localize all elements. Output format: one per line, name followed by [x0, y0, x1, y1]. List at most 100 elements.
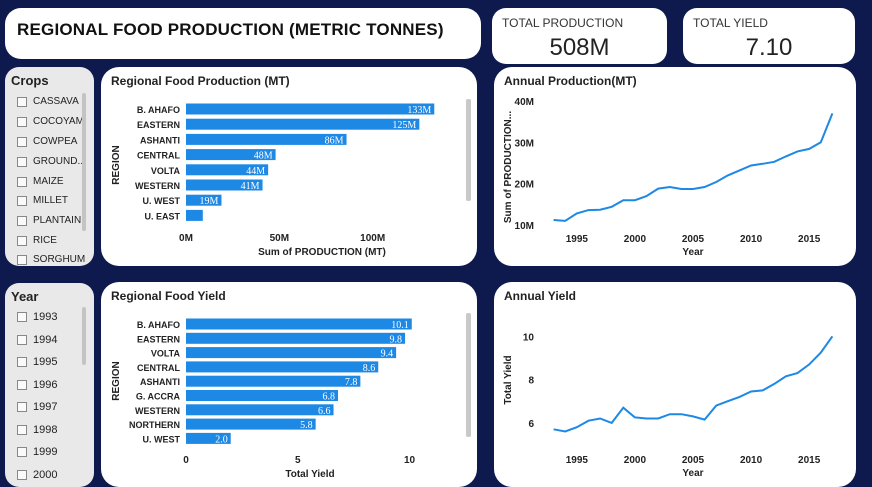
bar: [186, 432, 231, 444]
checkbox-icon[interactable]: [17, 380, 27, 390]
chart-scrollbar: [466, 99, 471, 201]
checkbox-icon[interactable]: [17, 254, 27, 265]
data-label: 19M: [200, 196, 219, 207]
checkbox-icon[interactable]: [17, 447, 27, 457]
checkbox-icon[interactable]: [17, 470, 27, 480]
year-option-1998[interactable]: 1998: [17, 424, 57, 436]
series-line: [553, 335, 834, 433]
crop-option-rice[interactable]: RICE: [17, 235, 57, 246]
data-label: 9.8: [390, 334, 403, 345]
annual-production-chart: 10M 20M 30M 40M 1995 2000 2005 2010 2015 Year Sum …: [503, 97, 834, 258]
year-option-1996[interactable]: 1996: [17, 379, 57, 391]
year-scrollbar[interactable]: [82, 307, 86, 365]
checkbox-icon[interactable]: [17, 335, 27, 345]
category-label: B. AHAFO: [137, 105, 180, 115]
x-tick-label: 2015: [798, 455, 821, 466]
y-axis-title: Total Yield: [503, 355, 514, 404]
x-tick-label: 2005: [682, 234, 705, 245]
crop-option-maize[interactable]: MAIZE: [17, 176, 64, 187]
year-slicer-title: Year: [11, 289, 39, 304]
data-label: 9.4: [381, 349, 394, 360]
checkbox-icon[interactable]: [17, 176, 27, 187]
bar: [186, 375, 361, 387]
crop-option-cowpea[interactable]: COWPEA: [17, 136, 77, 147]
data-label: 125M: [392, 120, 416, 131]
checkbox-icon[interactable]: [17, 235, 27, 246]
bar: [186, 133, 347, 145]
x-tick-label: 1995: [566, 234, 589, 245]
x-tick-label: 2010: [740, 234, 763, 245]
x-axis-title: Year: [682, 468, 703, 479]
y-tick-label: 10: [523, 332, 535, 343]
crops-scrollbar[interactable]: [82, 93, 86, 231]
regional-production-chart: B. AHAFO 133M EASTERN 125M ASHANTI 86M CENTRAL…: [111, 99, 471, 258]
bar: [186, 418, 316, 430]
total-yield-card: TOTAL YIELD 7.10: [683, 8, 855, 64]
x-tick-label: 2000: [624, 455, 647, 466]
year-option-1994[interactable]: 1994: [17, 334, 57, 346]
x-tick-label: 10: [404, 455, 416, 466]
checkbox-icon[interactable]: [17, 402, 27, 412]
y-axis-title: REGION: [111, 361, 122, 400]
category-label: CENTRAL: [137, 151, 180, 161]
category-label: EASTERN: [137, 334, 180, 344]
total-production-value: 508M: [549, 34, 610, 61]
data-label: 6.6: [318, 406, 331, 417]
checkbox-icon[interactable]: [17, 116, 27, 127]
category-label: U. WEST: [143, 434, 181, 444]
checkbox-icon[interactable]: [17, 156, 27, 167]
category-label: G. ACCRA: [136, 392, 181, 402]
x-tick-label: 0: [183, 455, 189, 466]
year-option-1999[interactable]: 1999: [17, 446, 57, 458]
data-label: 48M: [254, 151, 273, 162]
checkbox-icon[interactable]: [17, 195, 27, 206]
year-option-2000[interactable]: 2000: [17, 469, 57, 481]
checkbox-icon[interactable]: [17, 357, 27, 367]
bar: [186, 390, 338, 401]
y-tick-label: 30M: [515, 138, 534, 149]
data-label: 133M: [407, 105, 431, 116]
chart-title: Regional Food Production (MT): [111, 74, 290, 88]
bar: [186, 332, 406, 344]
category-label: VOLTA: [151, 166, 181, 176]
crop-option-sorghum[interactable]: SORGHUM: [17, 254, 85, 265]
y-tick-label: 40M: [515, 97, 534, 108]
data-label: 2.0: [215, 434, 228, 445]
x-tick-label: 2010: [740, 455, 763, 466]
category-label: CENTRAL: [137, 363, 180, 373]
chart-scrollbar: [466, 313, 471, 437]
data-label: 10.1: [391, 320, 409, 331]
bar: [186, 209, 203, 221]
category-label: ASHANTI: [140, 377, 180, 387]
regional-production-visual: Regional Food Production (MT) B. AHAFO 13…: [101, 67, 477, 266]
x-axis-title: Sum of PRODUCTION (MT): [258, 247, 386, 258]
y-tick-label: 6: [528, 419, 534, 430]
x-tick-label: 50M: [270, 233, 289, 244]
crop-option-cassava[interactable]: CASSAVA: [17, 96, 79, 107]
x-tick-label: 5: [295, 455, 301, 466]
year-option-1993[interactable]: 1993: [17, 311, 57, 323]
checkbox-icon[interactable]: [17, 312, 27, 322]
data-label: 41M: [241, 181, 260, 192]
checkbox-icon[interactable]: [17, 215, 27, 226]
year-slicer: Year 1993 1994 1995 1996 1997 1998 1999 …: [5, 283, 94, 487]
crop-option-millet[interactable]: MILLET: [17, 195, 68, 206]
category-label: B. AHAFO: [137, 320, 180, 330]
annual-yield-visual: Annual Yield 6 8 10 1995 2000 2005 2010 2015 Yea…: [494, 282, 856, 487]
crop-option-groundnut[interactable]: GROUND...: [17, 156, 86, 167]
crops-slicer: Crops CASSAVA COCOYAM COWPEA GROUND... M…: [5, 67, 94, 266]
year-option-1995[interactable]: 1995: [17, 356, 57, 368]
year-option-1997[interactable]: 1997: [17, 401, 57, 413]
chart-title: Regional Food Yield: [111, 289, 226, 303]
checkbox-icon[interactable]: [17, 96, 27, 107]
crop-option-plantain[interactable]: PLANTAIN: [17, 215, 81, 226]
y-tick-label: 10M: [515, 221, 534, 232]
regional-yield-visual: Regional Food Yield B. AHAFO 10.1 EASTERN 9…: [101, 282, 477, 487]
dashboard-title-card: REGIONAL FOOD PRODUCTION (METRIC TONNES): [5, 8, 481, 59]
crop-option-cocoyam[interactable]: COCOYAM: [17, 116, 84, 127]
bar: [186, 118, 420, 130]
checkbox-icon[interactable]: [17, 425, 27, 435]
checkbox-icon[interactable]: [17, 136, 27, 147]
bar: [186, 103, 435, 115]
crops-slicer-title: Crops: [11, 73, 49, 88]
